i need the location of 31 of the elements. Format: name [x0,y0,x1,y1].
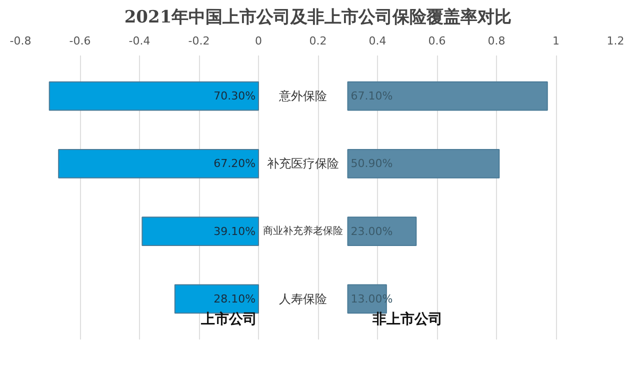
data-label: 70.30% [214,90,256,103]
data-label: 28.10% [214,292,256,306]
x-tick-label: 1 [552,34,560,48]
chart-title: 2021年中国上市公司及非上市公司保险覆盖率对比 [124,6,512,28]
data-label: 67.10% [350,90,393,103]
bar [347,148,500,178]
x-tick-label: 1.2 [606,34,624,48]
y-tick-label: 商业补充养老保险 [263,224,344,237]
x-tick-label: -0.2 [188,34,210,48]
bar [347,216,417,246]
x-tick-label: -0.4 [128,34,150,48]
x-tick-label: 0.8 [488,34,506,48]
bar [58,148,259,178]
y-tick-label: 人寿保险 [279,292,328,306]
data-label: 23.00% [350,224,393,238]
x-tick-label: -0.6 [69,34,91,48]
bar [142,216,259,246]
x-tick-label: 0.4 [368,34,386,48]
y-tick-label: 意外保险 [278,89,328,104]
x-tick-label: 0 [255,34,262,48]
data-label: 39.10% [214,224,256,238]
data-label: 67.20% [214,157,256,170]
x-tick-label: 0.2 [309,34,327,48]
x-tick-label: -0.8 [10,34,32,48]
x-tick-label: 0.6 [428,34,446,48]
data-label: 50.90% [350,157,393,170]
y-tick-label: 补充医疗保险 [267,156,340,171]
series-label: 上市公司 [200,310,257,328]
series-label: 非上市公司 [371,310,442,328]
bar [347,81,548,111]
bar [48,81,259,111]
